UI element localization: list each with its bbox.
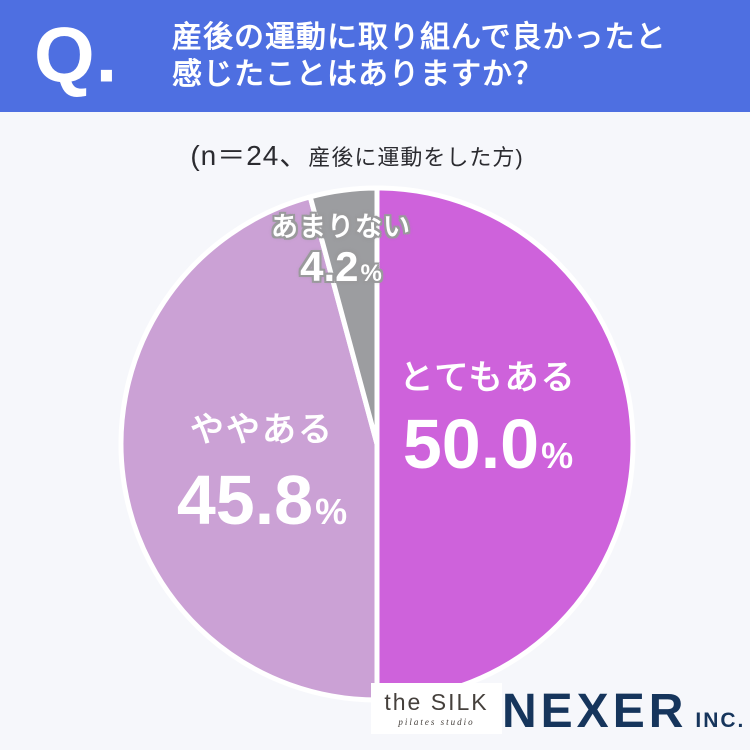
sample-size-note: (n＝24、産後に運動をした方) [0,134,750,174]
slice-percent: 45.8 [176,461,314,539]
pie-slice-1 [118,193,380,703]
pie-label-totemo-aru: とてもある 50.0 % [383,350,593,479]
percent-sign: % [360,260,382,287]
slice-name: ややある [190,411,334,449]
slice-name: あまりない [271,212,411,242]
percent-sign: % [315,491,348,532]
q-mark: Q. [34,10,119,99]
sample-size-desc: 産後に運動をした方) [308,145,524,170]
question-title: 産後の運動に取り組んで良かったと 感じたことはありますか？ [172,19,667,93]
nexer-logo: NEXER INC. [502,685,746,738]
the-silk-logo-text: the SILK [384,688,489,715]
question-header: Q. 産後の運動に取り組んで良かったと 感じたことはありますか？ [0,0,750,112]
the-silk-logo: the SILK pilates studio [371,683,502,734]
slice-value: 4.2 % [300,246,382,288]
percent-sign: % [541,435,574,476]
pie-label-yaya-aru: ややある 45.8 % [157,402,367,535]
the-silk-tagline: pilates studio [398,716,475,727]
nexer-logo-text: NEXER [502,685,688,738]
slice-value: 50.0 % [403,409,573,479]
slice-value: 45.8 % [177,465,347,535]
question-title-line1: 産後の運動に取り組んで良かったと [172,21,667,54]
pie-slice-2 [307,185,380,445]
pie-slice-0 [374,185,636,703]
slice-percent: 4.2 [300,243,359,290]
nexer-inc-text: INC. [695,709,746,732]
question-title-line2: 感じたことはありますか？ [172,58,544,91]
slice-percent: 50.0 [402,405,540,483]
sample-size-n: (n＝24、 [190,140,309,171]
pie-label-amari-nai: あまりない 4.2 % [236,205,446,288]
slice-name: とてもある [399,359,577,397]
